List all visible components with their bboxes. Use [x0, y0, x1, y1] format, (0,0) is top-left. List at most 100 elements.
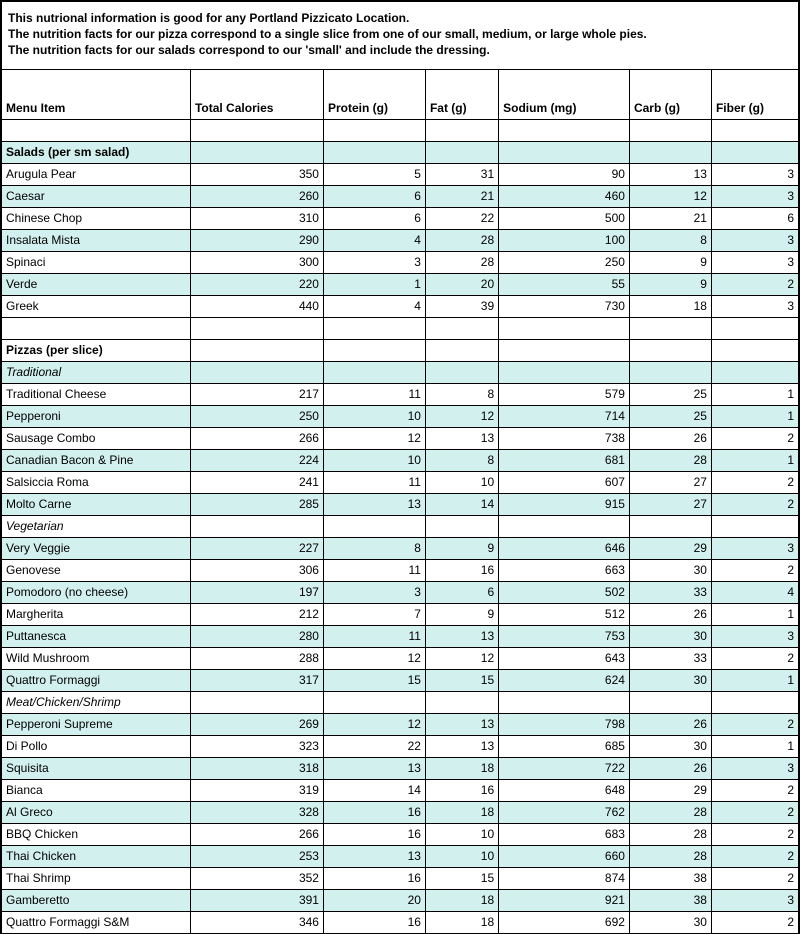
menu-item-name: Arugula Pear: [2, 163, 190, 185]
intro-line-3: The nutrition facts for our salads corre…: [8, 42, 792, 58]
nutrition-value: 2: [711, 911, 798, 933]
nutrition-value: 14: [323, 779, 425, 801]
empty-cell: [499, 691, 630, 713]
table-row: Verde2201205592: [2, 273, 798, 295]
menu-item-name: Very Veggie: [2, 537, 190, 559]
menu-item-name: Quattro Formaggi: [2, 669, 190, 691]
nutrition-value: 100: [499, 229, 630, 251]
section-label: Pizzas (per slice): [2, 339, 190, 361]
nutrition-value: 2: [711, 471, 798, 493]
nutrition-value: 31: [425, 163, 498, 185]
nutrition-value: 11: [323, 625, 425, 647]
nutrition-value: 250: [190, 405, 323, 427]
table-row: Pizzas (per slice): [2, 339, 798, 361]
nutrition-value: 30: [629, 625, 711, 647]
table-row: Traditional Cheese217118579251: [2, 383, 798, 405]
table-row: Salads (per sm salad): [2, 141, 798, 163]
nutrition-value: 269: [190, 713, 323, 735]
nutrition-value: 8: [425, 383, 498, 405]
nutrition-value: 15: [425, 867, 498, 889]
nutrition-value: 33: [629, 581, 711, 603]
menu-item-name: Al Greco: [2, 801, 190, 823]
nutrition-value: 13: [425, 625, 498, 647]
empty-cell: [323, 691, 425, 713]
table-row: Pepperoni Supreme2691213798262: [2, 713, 798, 735]
table-row: Very Veggie22789646293: [2, 537, 798, 559]
table-row: Gamberetto3912018921383: [2, 889, 798, 911]
nutrition-value: 3: [711, 229, 798, 251]
empty-cell: [425, 119, 498, 141]
empty-cell: [190, 317, 323, 339]
nutrition-value: 90: [499, 163, 630, 185]
col-header-carb: Carb (g): [629, 70, 711, 120]
nutrition-value: 29: [629, 537, 711, 559]
empty-cell: [499, 339, 630, 361]
nutrition-value: 28: [425, 251, 498, 273]
nutrition-value: 288: [190, 647, 323, 669]
nutrition-value: 28: [629, 845, 711, 867]
nutrition-value: 5: [323, 163, 425, 185]
table-row: Bianca3191416648292: [2, 779, 798, 801]
nutrition-value: 3: [711, 295, 798, 317]
nutrition-value: 266: [190, 823, 323, 845]
nutrition-value: 4: [323, 295, 425, 317]
nutrition-value: 38: [629, 867, 711, 889]
nutrition-value: 1: [711, 669, 798, 691]
nutrition-value: 20: [323, 889, 425, 911]
nutrition-value: 8: [323, 537, 425, 559]
nutrition-value: 319: [190, 779, 323, 801]
nutrition-value: 3: [711, 625, 798, 647]
nutrition-value: 502: [499, 581, 630, 603]
subsection-label: Meat/Chicken/Shrimp: [2, 691, 190, 713]
menu-item-name: Wild Mushroom: [2, 647, 190, 669]
nutrition-value: 18: [425, 911, 498, 933]
nutrition-value: 460: [499, 185, 630, 207]
nutrition-value: 6: [323, 185, 425, 207]
nutrition-value: 55: [499, 273, 630, 295]
nutrition-value: 217: [190, 383, 323, 405]
empty-cell: [499, 361, 630, 383]
nutrition-value: 3: [711, 757, 798, 779]
nutrition-value: 250: [499, 251, 630, 273]
nutrition-value: 33: [629, 647, 711, 669]
empty-cell: [711, 691, 798, 713]
empty-cell: [425, 317, 498, 339]
nutrition-value: 579: [499, 383, 630, 405]
nutrition-value: 21: [425, 185, 498, 207]
nutrition-value: 2: [711, 867, 798, 889]
empty-cell: [629, 691, 711, 713]
menu-item-name: Molto Carne: [2, 493, 190, 515]
nutrition-value: 1: [711, 383, 798, 405]
nutrition-value: 16: [425, 779, 498, 801]
nutrition-value: 16: [323, 823, 425, 845]
nutrition-value: 6: [323, 207, 425, 229]
nutrition-value: 607: [499, 471, 630, 493]
nutrition-value: 10: [425, 471, 498, 493]
menu-item-name: Puttanesca: [2, 625, 190, 647]
nutrition-value: 26: [629, 603, 711, 625]
nutrition-value: 26: [629, 427, 711, 449]
nutrition-value: 300: [190, 251, 323, 273]
nutrition-value: 20: [425, 273, 498, 295]
nutrition-value: 25: [629, 383, 711, 405]
menu-item-name: Salsiccia Roma: [2, 471, 190, 493]
subsection-label: Traditional: [2, 361, 190, 383]
nutrition-value: 22: [323, 735, 425, 757]
empty-cell: [425, 339, 498, 361]
nutrition-value: 9: [629, 251, 711, 273]
table-row: Chinese Chop310622500216: [2, 207, 798, 229]
empty-cell: [323, 141, 425, 163]
nutrition-value: 2: [711, 823, 798, 845]
nutrition-value: 10: [425, 845, 498, 867]
nutrition-value: 14: [425, 493, 498, 515]
nutrition-value: 16: [323, 867, 425, 889]
nutrition-value: 1: [711, 449, 798, 471]
table-row: [2, 317, 798, 339]
empty-cell: [190, 515, 323, 537]
col-header-fiber: Fiber (g): [711, 70, 798, 120]
nutrition-value: 10: [323, 405, 425, 427]
table-row: BBQ Chicken2661610683282: [2, 823, 798, 845]
empty-cell: [323, 515, 425, 537]
menu-item-name: Thai Shrimp: [2, 867, 190, 889]
intro-line-2: The nutrition facts for our pizza corres…: [8, 26, 792, 42]
